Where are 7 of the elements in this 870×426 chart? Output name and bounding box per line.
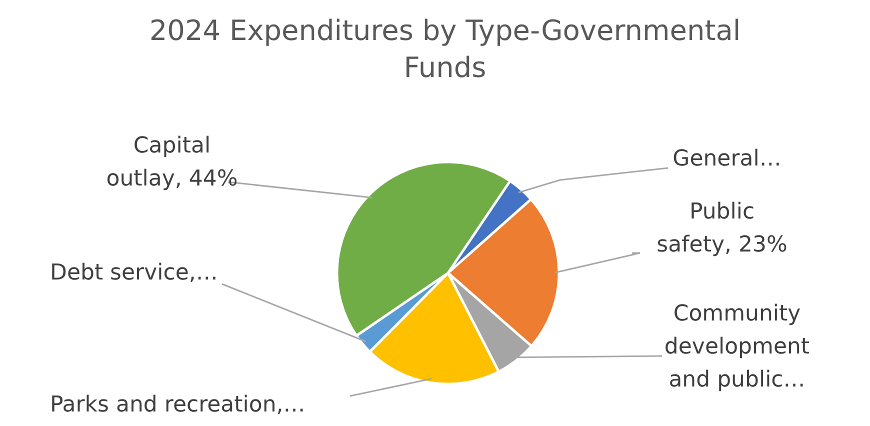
- chart-title: 2024 Expenditures by Type-Governmental Funds: [149, 14, 741, 84]
- slice-label: General…: [672, 146, 782, 172]
- slice-label: Public safety, 23%: [656, 200, 788, 258]
- slice-label: Community development and public…: [664, 302, 810, 393]
- slice-label: Capital outlay, 44%: [106, 134, 238, 192]
- slice-label: Parks and recreation,…: [50, 392, 306, 418]
- slice-label: Debt service,…: [50, 260, 218, 286]
